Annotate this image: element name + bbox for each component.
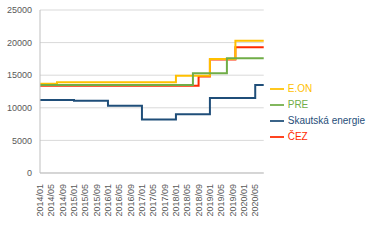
svg-text:2016/01: 2016/01 — [103, 184, 113, 217]
svg-text:2018/09: 2018/09 — [194, 184, 204, 217]
svg-text:5000: 5000 — [12, 136, 32, 146]
svg-text:2019/05: 2019/05 — [216, 184, 226, 217]
svg-text:2018/05: 2018/05 — [182, 184, 192, 217]
svg-text:2018/01: 2018/01 — [171, 184, 181, 217]
svg-text:2020/05: 2020/05 — [250, 184, 260, 217]
svg-text:2015/05: 2015/05 — [80, 184, 90, 217]
html-text:PRE: PRE — [287, 98, 309, 110]
svg-text:2020/01: 2020/01 — [239, 184, 249, 217]
svg-text:2016/05: 2016/05 — [114, 184, 124, 217]
svg-text:2014/05: 2014/05 — [46, 184, 56, 217]
svg-text:2017/05: 2017/05 — [148, 184, 158, 217]
svg-text:10000: 10000 — [8, 103, 32, 113]
svg-text:2019/01: 2019/01 — [205, 184, 215, 217]
svg-text:15000: 15000 — [8, 70, 32, 80]
svg-text:0: 0 — [27, 168, 32, 178]
svg-text:2015/09: 2015/09 — [92, 184, 102, 217]
svg-text:2014/09: 2014/09 — [58, 184, 68, 217]
svg-text:2019/09: 2019/09 — [228, 184, 238, 217]
svg-text:2017/01: 2017/01 — [137, 184, 147, 217]
svg-text:2017/09: 2017/09 — [160, 184, 170, 217]
svg-text:2014/01: 2014/01 — [35, 184, 45, 217]
svg-text:25000: 25000 — [8, 5, 32, 15]
svg-text:2015/01: 2015/01 — [69, 184, 79, 217]
html-text:Skautská energie: Skautská energie — [287, 114, 365, 126]
svg-text:20000: 20000 — [8, 38, 32, 48]
html-text:E.ON: E.ON — [287, 82, 313, 94]
html-text:ČEZ: ČEZ — [287, 130, 308, 142]
svg-text:2016/09: 2016/09 — [126, 184, 136, 217]
